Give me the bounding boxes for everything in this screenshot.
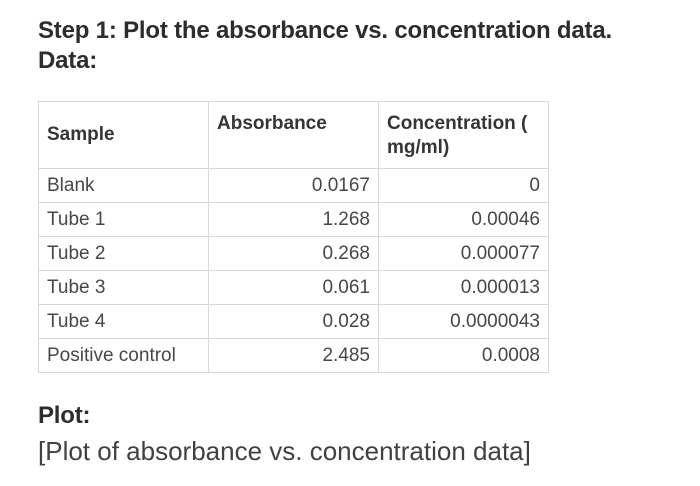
data-label: Data:	[38, 47, 98, 74]
plot-label: Plot:	[38, 402, 91, 429]
cell-concentration: 0.00046	[378, 202, 549, 237]
cell-concentration: 0	[378, 168, 549, 203]
cell-sample: Tube 3	[38, 270, 209, 305]
cell-absorbance: 0.0167	[208, 168, 379, 203]
plot-placeholder-text: [Plot of absorbance vs. concentration da…	[38, 436, 531, 466]
cell-concentration: 0.0008	[378, 338, 549, 373]
cell-sample: Tube 4	[38, 304, 209, 339]
column-header-sample: Sample	[38, 101, 209, 169]
cell-absorbance: 0.028	[208, 304, 379, 339]
cell-sample: Tube 2	[38, 236, 209, 271]
table-row: Tube 4 0.028 0.0000043	[38, 304, 549, 339]
absorbance-data-table: Sample Absorbance Concentration ( mg/ml)…	[38, 101, 549, 373]
cell-absorbance: 2.485	[208, 338, 379, 373]
column-header-absorbance: Absorbance	[208, 101, 379, 169]
cell-concentration: 0.000077	[378, 236, 549, 271]
cell-concentration: 0.0000043	[378, 304, 549, 339]
cell-sample: Blank	[38, 168, 209, 203]
cell-absorbance: 0.268	[208, 236, 379, 271]
table-row: Blank 0.0167 0	[38, 168, 549, 203]
table-row: Tube 3 0.061 0.000013	[38, 270, 549, 305]
table-row: Positive control 2.485 0.0008	[38, 338, 549, 373]
table-header-row: Sample Absorbance Concentration ( mg/ml)	[38, 101, 549, 169]
step-title: Step 1: Plot the absorbance vs. concentr…	[38, 17, 612, 44]
table-row: Tube 2 0.268 0.000077	[38, 236, 549, 271]
cell-sample: Tube 1	[38, 202, 209, 237]
table-row: Tube 1 1.268 0.00046	[38, 202, 549, 237]
cell-concentration: 0.000013	[378, 270, 549, 305]
cell-absorbance: 1.268	[208, 202, 379, 237]
column-header-concentration: Concentration ( mg/ml)	[378, 101, 549, 169]
cell-absorbance: 0.061	[208, 270, 379, 305]
cell-sample: Positive control	[38, 338, 209, 373]
